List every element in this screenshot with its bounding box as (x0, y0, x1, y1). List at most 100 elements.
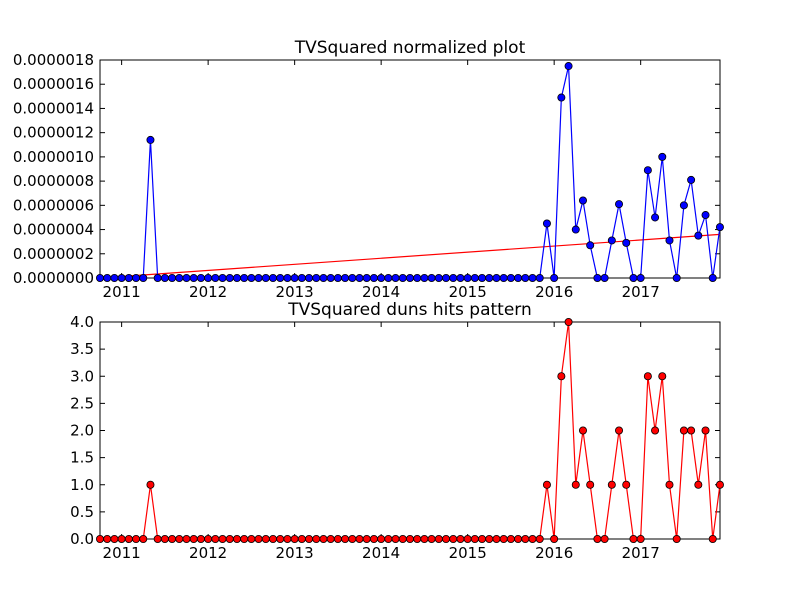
data-point (593, 273, 602, 282)
data-point (96, 535, 105, 544)
data-point (391, 535, 400, 544)
x-tick-label: 2015 (449, 283, 487, 301)
x-tick-label: 2014 (362, 283, 400, 301)
series-line (100, 321, 721, 540)
y-tick-label: 0.5 (70, 503, 94, 521)
data-point (355, 273, 364, 282)
data-point (160, 273, 169, 282)
data-point (651, 213, 660, 222)
data-point (189, 535, 198, 544)
duns-hits-panel: TVSquared duns hits pattern 0.0 0.5 1.0 1.5… (70, 300, 724, 562)
y-tick-label: 0.0000018 (13, 51, 94, 69)
data-point (593, 535, 602, 544)
data-point (312, 273, 321, 282)
y-tick-label: 0.0000012 (13, 124, 94, 142)
data-point (694, 480, 703, 489)
plot-area (96, 62, 724, 282)
data-point (196, 535, 205, 544)
data-point (333, 273, 342, 282)
data-point (269, 273, 278, 282)
data-point (240, 273, 249, 282)
y-tick-label: 2.0 (70, 422, 94, 440)
data-point (196, 273, 205, 282)
data-point (550, 273, 559, 282)
data-point (117, 535, 126, 544)
data-point (564, 317, 573, 326)
data-point (636, 273, 645, 282)
data-point (355, 535, 364, 544)
data-point (391, 273, 400, 282)
data-point (319, 535, 328, 544)
data-point (175, 535, 184, 544)
data-point (348, 273, 357, 282)
data-point (434, 535, 443, 544)
data-point (687, 175, 696, 184)
data-point (283, 535, 292, 544)
y-tick-label: 0.0000010 (13, 148, 94, 166)
data-point (341, 273, 350, 282)
data-point (600, 535, 609, 544)
data-point (139, 273, 148, 282)
y-tick-label: 0.0000004 (13, 221, 94, 239)
y-tick-label: 0.0000016 (13, 75, 94, 93)
x-tick-label: 2013 (276, 544, 314, 562)
data-point (261, 535, 270, 544)
data-point (442, 535, 451, 544)
y-tick-label: 0.0 (70, 530, 94, 548)
data-point (413, 273, 422, 282)
data-point (434, 273, 443, 282)
data-point (132, 273, 141, 282)
data-point (132, 535, 141, 544)
data-point (622, 238, 631, 247)
data-point (470, 535, 479, 544)
data-point (586, 480, 595, 489)
data-point (96, 273, 105, 282)
data-point (643, 166, 652, 175)
data-point (636, 535, 645, 544)
data-point (405, 273, 414, 282)
data-point (715, 223, 724, 232)
data-point (521, 273, 530, 282)
data-point (405, 535, 414, 544)
data-point (658, 372, 667, 381)
data-point (629, 273, 638, 282)
x-tick-label: 2011 (103, 283, 141, 301)
data-point (398, 535, 407, 544)
plot-area (96, 317, 724, 544)
data-point (492, 535, 501, 544)
data-point (694, 231, 703, 240)
data-point (333, 535, 342, 544)
data-point (578, 426, 587, 435)
data-point (225, 273, 234, 282)
data-point (420, 273, 429, 282)
data-point (535, 535, 544, 544)
data-point (312, 535, 321, 544)
data-point (701, 211, 710, 220)
data-point (514, 535, 523, 544)
data-point (506, 535, 515, 544)
data-point (103, 535, 112, 544)
data-point (651, 426, 660, 435)
data-point (182, 273, 191, 282)
data-point (528, 273, 537, 282)
data-point (564, 62, 573, 71)
data-point (449, 535, 458, 544)
x-tick-label: 2015 (449, 544, 487, 562)
data-point (153, 535, 162, 544)
trend-line (99, 233, 721, 279)
data-point (456, 535, 465, 544)
data-point (478, 273, 487, 282)
data-point (665, 236, 674, 245)
data-point (708, 273, 717, 282)
data-point (377, 273, 386, 282)
data-point (420, 535, 429, 544)
data-point (254, 273, 263, 282)
data-point (211, 535, 220, 544)
y-tick-label: 0.0000014 (13, 99, 94, 117)
data-point (492, 273, 501, 282)
data-point (369, 273, 378, 282)
data-point (276, 535, 285, 544)
y-tick-label: 0.0000008 (13, 172, 94, 190)
data-point (622, 480, 631, 489)
y-tick-label: 4.0 (70, 313, 94, 331)
